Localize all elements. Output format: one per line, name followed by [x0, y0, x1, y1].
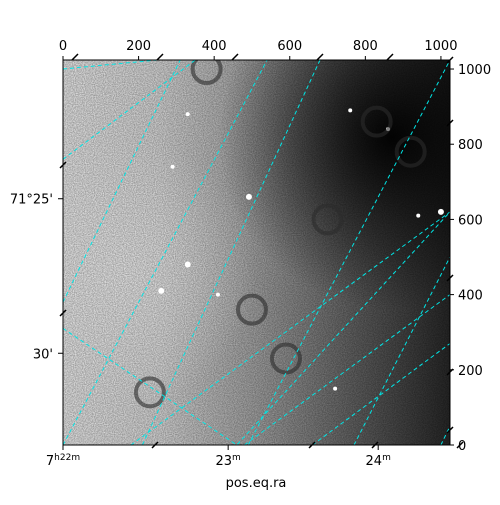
- ring-1: [269, 342, 302, 375]
- grid-line-7: [63, 60, 268, 445]
- ring-2: [235, 293, 268, 326]
- star-8: [170, 164, 175, 169]
- top-axis: 0 200 400 600 800 1000: [59, 39, 457, 60]
- edge-mark-11: [446, 426, 454, 434]
- top-tick-label: 600: [277, 39, 302, 54]
- edge-mark-9: [446, 274, 454, 282]
- star-4: [185, 112, 190, 117]
- edge-mark-0: [59, 161, 67, 169]
- grid-line-6: [63, 60, 181, 303]
- grid-line-10: [353, 256, 450, 445]
- grid-line-9: [247, 60, 450, 445]
- star-1: [437, 208, 444, 215]
- star-3: [184, 261, 191, 268]
- bottom-axis: 7h22m 23m 24m: [46, 53, 464, 469]
- edge-mark-12: [151, 441, 159, 449]
- coordinate-grid: [63, 60, 450, 445]
- ring-3: [311, 203, 344, 236]
- star-9: [333, 386, 338, 391]
- star-10: [215, 292, 220, 297]
- ring-5: [394, 135, 427, 168]
- left-tick-label-0: 71°25': [10, 193, 53, 208]
- grid-line-4: [244, 294, 450, 445]
- edge-mark-15: [456, 441, 464, 449]
- edge-mark-3: [156, 53, 164, 61]
- grid-line-3: [130, 211, 450, 445]
- top-tick-label: 200: [126, 39, 151, 54]
- edge-mark-6: [386, 53, 394, 61]
- edge-mark-14: [371, 441, 379, 449]
- right-tick-label: 0: [458, 439, 466, 454]
- edge-mark-4: [231, 53, 239, 61]
- ring-0: [133, 376, 166, 409]
- x-axis-label: pos.eq.ra: [226, 476, 287, 491]
- edge-mark-13: [308, 441, 316, 449]
- sky-image: [63, 60, 450, 445]
- edge-mark-2: [71, 53, 79, 61]
- edge-mark-10: [446, 368, 454, 376]
- bottom-tick-label-0: 7h22m: [46, 453, 80, 469]
- edge-mark-5: [316, 53, 324, 61]
- right-tick-label: 400: [458, 289, 483, 304]
- star-6: [416, 213, 421, 218]
- right-tick-label: 800: [458, 138, 483, 153]
- right-tick-label: 200: [458, 364, 483, 379]
- left-tick-label-1: 30': [33, 347, 53, 362]
- ring-4: [190, 60, 223, 86]
- grid-line-8: [141, 60, 321, 445]
- top-tick-label: 1000: [424, 39, 457, 54]
- top-tick-label: 400: [202, 39, 227, 54]
- star-0: [245, 193, 252, 200]
- bottom-tick-label-1: 23m: [215, 453, 240, 469]
- plot-frame: [62, 59, 451, 446]
- ring-6: [360, 105, 393, 138]
- left-axis: 71°25' 30': [10, 193, 63, 362]
- star-2: [158, 287, 165, 294]
- top-tick-label: 0: [59, 39, 67, 54]
- grid-line-5: [312, 343, 450, 445]
- edge-mark-1: [59, 309, 67, 317]
- right-tick-label: 1000: [458, 63, 491, 78]
- grid-line-0: [63, 60, 158, 70]
- edge-mark-7: [446, 56, 454, 64]
- bottom-tick-label-2: 24m: [366, 453, 391, 469]
- edge-mark-8: [446, 119, 454, 127]
- grid-line-11: [440, 425, 450, 445]
- star-7: [348, 108, 353, 113]
- top-tick-label: 800: [353, 39, 378, 54]
- right-axis: 0 200 400 600 800 1000: [450, 63, 491, 454]
- right-tick-label: 600: [458, 213, 483, 228]
